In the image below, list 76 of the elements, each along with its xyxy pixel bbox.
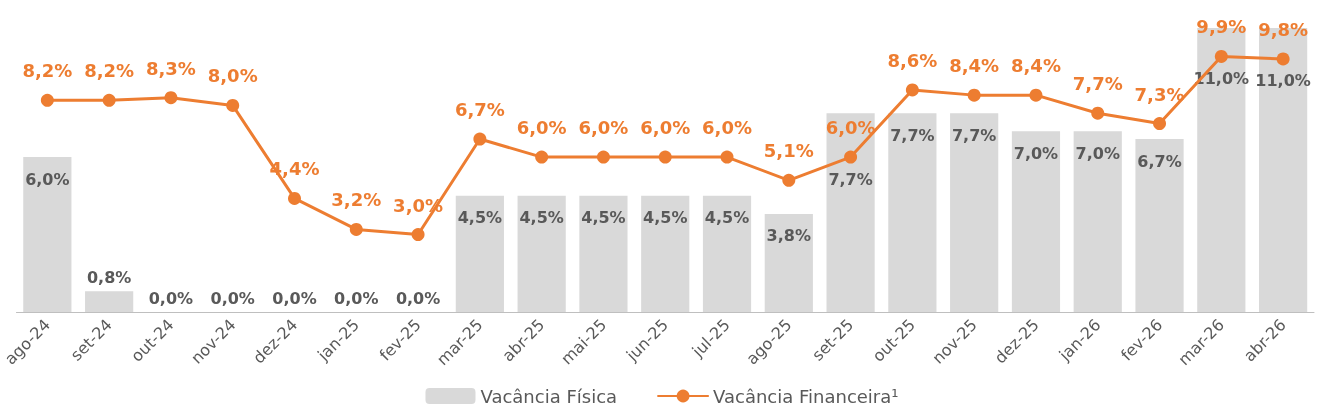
data-label: 7,0% <box>1075 143 1120 163</box>
data-label: 0,0% <box>210 288 255 308</box>
bar <box>764 213 813 312</box>
point <box>596 150 610 164</box>
data-label: 4,5% <box>457 208 503 228</box>
data-label: 4,5% <box>519 208 564 228</box>
data-label: 8,4% <box>949 55 1000 77</box>
data-label: 6,7% <box>454 99 505 121</box>
data-label: 3,2% <box>331 189 382 211</box>
data-label: 5,1% <box>763 140 814 162</box>
point <box>1091 106 1105 120</box>
data-label: 4,5% <box>581 208 626 228</box>
bar <box>517 195 566 312</box>
point <box>473 132 487 146</box>
data-label: 11,0% <box>1255 71 1311 91</box>
data-label: 8,0% <box>207 65 258 87</box>
data-label: 6,7% <box>1137 151 1182 171</box>
bar <box>888 113 937 312</box>
data-label: 4,5% <box>704 208 750 228</box>
data-label: 8,6% <box>887 49 938 71</box>
legend-label: Vacância Financeira¹ <box>713 385 899 407</box>
data-label: 7,0% <box>1013 143 1059 163</box>
point <box>844 150 858 164</box>
data-label: 6,0% <box>578 117 629 139</box>
bar <box>455 195 504 312</box>
data-label: 6,0% <box>640 117 691 139</box>
point <box>349 222 363 236</box>
data-label: 8,3% <box>145 57 196 79</box>
data-label: 7,7% <box>828 169 873 189</box>
data-label: 8,2% <box>22 60 73 82</box>
point <box>535 150 549 164</box>
bar <box>85 291 134 312</box>
data-label: 6,0% <box>516 117 567 139</box>
bar <box>702 195 752 312</box>
bar <box>579 195 628 312</box>
data-label: 7,3% <box>1134 83 1185 105</box>
point <box>905 83 919 97</box>
data-label: 7,7% <box>890 125 935 145</box>
point <box>411 228 425 242</box>
data-label: 7,7% <box>951 125 997 145</box>
point <box>1153 117 1167 131</box>
point <box>1214 49 1228 63</box>
data-label: 8,2% <box>84 60 135 82</box>
data-label: 0,8% <box>86 267 132 287</box>
data-label: 0,0% <box>272 288 317 308</box>
data-label: 0,0% <box>334 288 379 308</box>
point <box>720 150 734 164</box>
legend-label: Vacância Física <box>480 385 618 407</box>
data-label: 7,7% <box>1072 73 1123 95</box>
bar <box>23 157 72 312</box>
point <box>658 150 672 164</box>
data-label: 6,0% <box>25 169 70 189</box>
data-label: 9,9% <box>1196 16 1247 38</box>
point <box>1029 88 1043 102</box>
point <box>1276 52 1290 66</box>
data-label: 8,4% <box>1010 55 1061 77</box>
data-label: 6,0% <box>702 117 752 139</box>
data-label: 9,8% <box>1258 18 1309 40</box>
data-label: 3,8% <box>766 226 811 246</box>
point <box>782 173 796 187</box>
data-label: 0,0% <box>395 288 441 308</box>
bar <box>826 113 875 312</box>
bar <box>641 195 690 312</box>
point <box>226 98 240 112</box>
point <box>967 88 981 102</box>
data-label: 6,0% <box>825 117 876 139</box>
point <box>40 93 54 107</box>
bar <box>1011 131 1061 312</box>
data-label: 0,0% <box>148 288 194 308</box>
point <box>288 191 301 205</box>
bar <box>1073 131 1122 312</box>
point <box>102 93 116 107</box>
bar <box>1135 139 1184 312</box>
point <box>164 91 178 105</box>
data-label: 4,5% <box>643 208 688 228</box>
bar <box>950 113 999 312</box>
